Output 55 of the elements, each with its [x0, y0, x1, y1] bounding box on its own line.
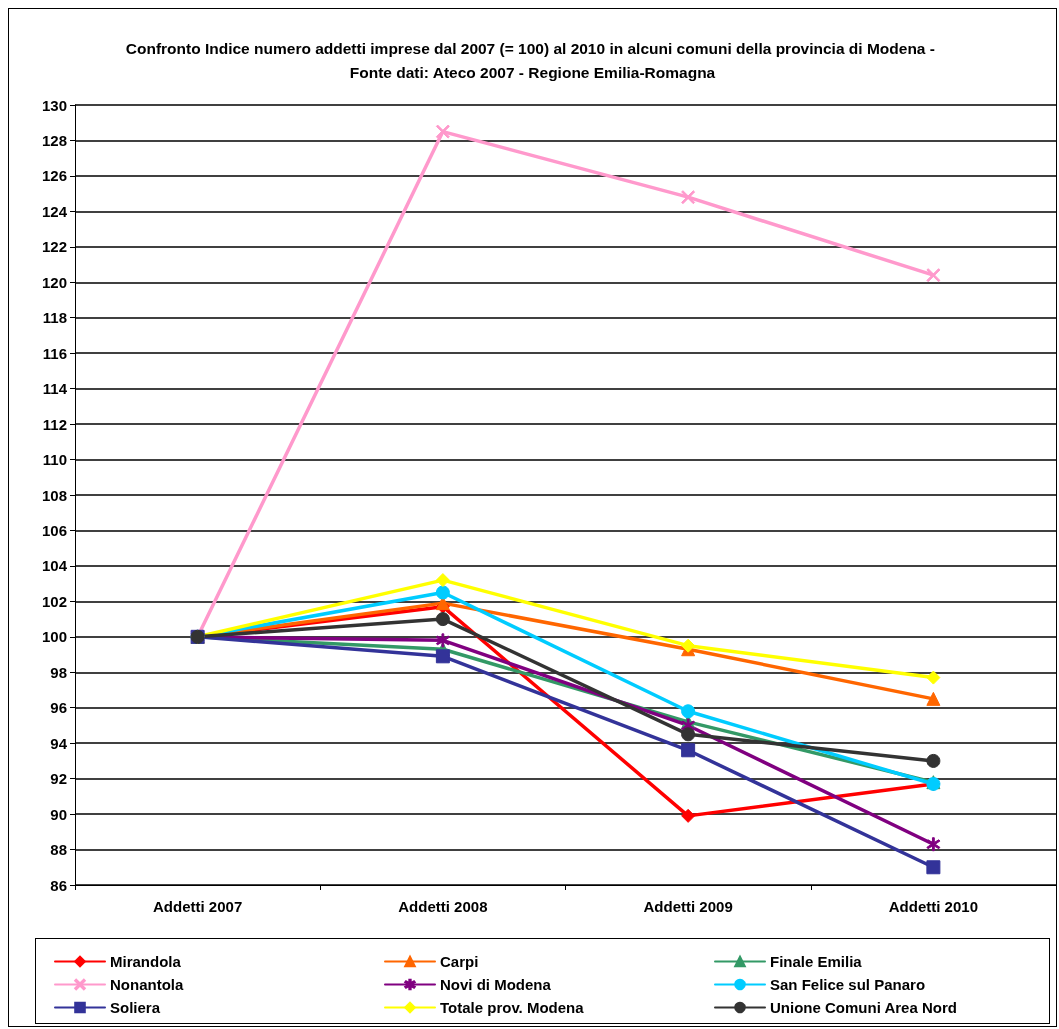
point [435, 649, 450, 664]
y-tick-label: 118 [42, 309, 67, 327]
y-tick-label: 102 [41, 592, 67, 610]
y-tick-label: 90 [50, 805, 67, 823]
y-tick-label: 124 [41, 202, 68, 220]
y-tick-label: 114 [42, 380, 68, 398]
point [435, 612, 450, 627]
point [435, 633, 450, 648]
point [681, 190, 696, 205]
legend-label: Soliera [110, 999, 161, 1016]
point [435, 124, 450, 139]
y-tick-label: 104 [41, 557, 68, 575]
point [926, 670, 941, 685]
y-tick-label: 122 [41, 238, 67, 256]
legend-label: Nonantola [110, 976, 184, 993]
legend-label: Novi di Modena [440, 976, 552, 993]
x-tick-label: Addetti 2010 [888, 898, 978, 915]
x-tick-label: Addetti 2009 [643, 898, 733, 915]
y-tick-label: 96 [50, 699, 67, 717]
y-tick-label: 92 [50, 770, 67, 788]
x-tick-label: Addetti 2008 [398, 898, 488, 915]
point [435, 573, 450, 588]
point [681, 808, 696, 823]
x-tick-label: Addetti 2007 [153, 898, 243, 915]
point [681, 743, 696, 758]
point [926, 753, 941, 768]
y-tick-label: 130 [41, 96, 67, 114]
y-tick-label: 128 [41, 131, 67, 149]
legend-label: San Felice sul Panaro [770, 976, 926, 993]
legend-label: Mirandola [110, 953, 182, 970]
y-tick-label: 86 [50, 876, 67, 894]
y-tick-label: 110 [42, 451, 67, 469]
legend-label: Finale Emilia [770, 953, 863, 970]
y-tick-label: 106 [41, 521, 67, 539]
y-tick-label: 88 [50, 841, 67, 859]
point [926, 837, 941, 852]
y-tick-label: 100 [41, 628, 67, 646]
point [681, 704, 696, 719]
point [435, 585, 450, 600]
y-tick-label: 98 [50, 663, 67, 681]
y-tick-label: 112 [42, 415, 67, 433]
point [681, 638, 696, 653]
legend-label: Unione Comuni Area Nord [770, 999, 957, 1016]
point [926, 860, 941, 875]
legend-label: Totale prov. Modena [440, 999, 585, 1016]
chart-title: Confronto Indice numero addetti imprese dal 2007 (= 100) al 2010 in alcuni comuni della provincia di Modena - Fonte dati: Ateco 2007 - Regione Emilia-Romagna [125, 39, 940, 81]
legend-label: Carpi [440, 953, 479, 970]
point [926, 268, 941, 283]
y-tick-label: 126 [41, 167, 67, 185]
y-tick-label: 116 [42, 344, 67, 362]
y-tick-label: 120 [41, 273, 67, 291]
y-tick-label: 94 [50, 734, 68, 752]
point [681, 727, 696, 742]
point [926, 691, 941, 706]
y-tick-label: 108 [41, 486, 67, 504]
